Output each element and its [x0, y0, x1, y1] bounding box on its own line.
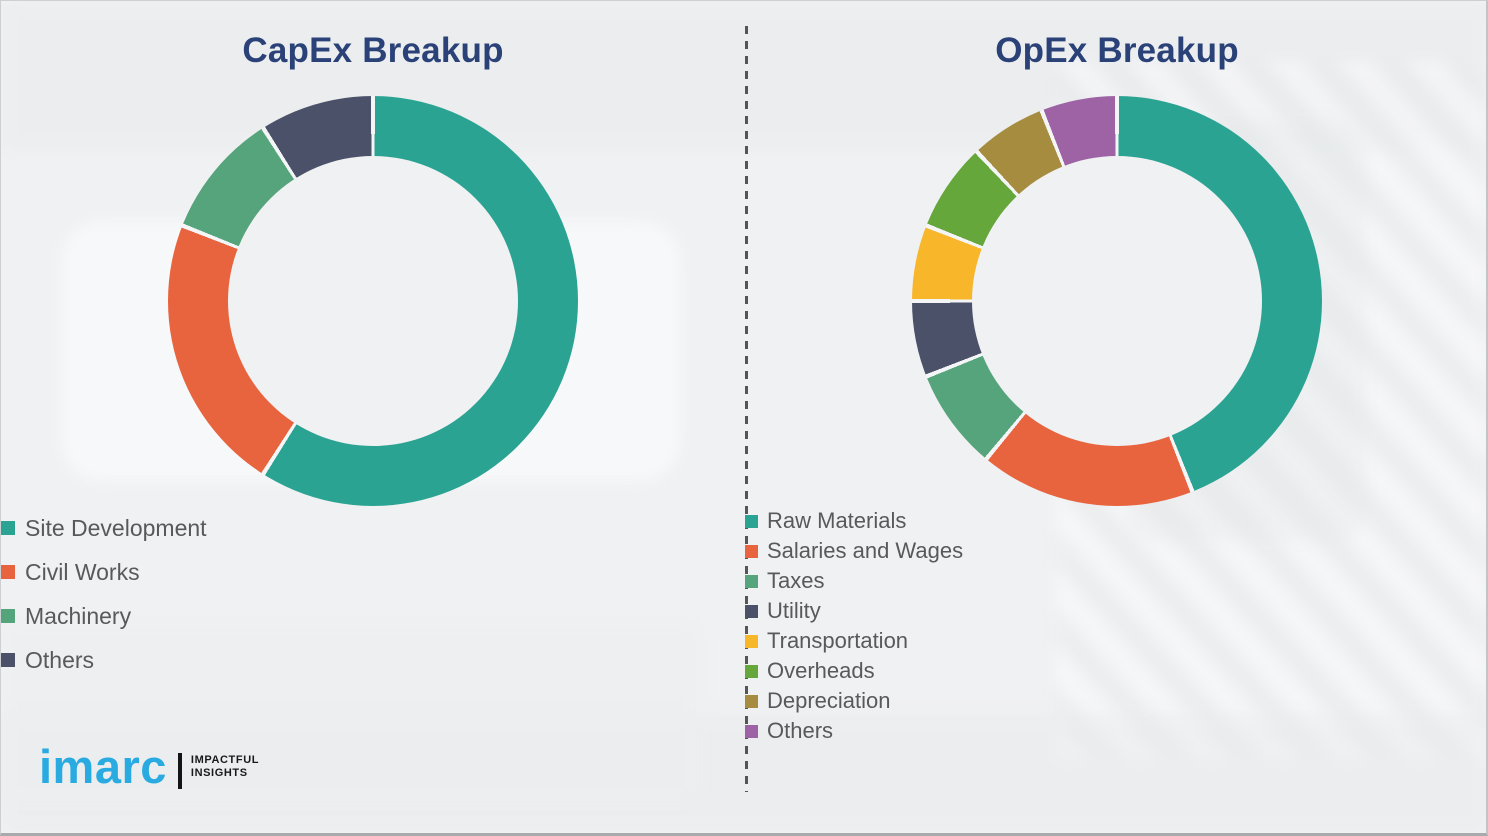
legend-swatch: [745, 574, 758, 588]
legend-item: Machinery: [1, 594, 745, 638]
opex-legend: Raw Materials Salaries and Wages Taxes Util…: [745, 506, 1486, 746]
tagline-line-1: IMPACTFUL: [190, 754, 260, 766]
legend-label: Others: [767, 718, 834, 743]
opex-panel: OpEx Breakup Raw Materials Salaries and W…: [745, 1, 1486, 833]
legend-label: Overheads: [767, 658, 875, 683]
capex-chart-title: CapEx Breakup: [242, 31, 504, 70]
legend-label: Site Development: [25, 514, 207, 541]
legend-swatch: [745, 724, 758, 738]
legend-swatch: [1, 609, 15, 623]
legend-label: Machinery: [25, 602, 132, 629]
imarc-logo: imarc IMPACTFUL INSIGHTS: [39, 739, 259, 795]
legend-item: Raw Materials: [745, 506, 1486, 536]
legend-label: Transportation: [767, 628, 909, 653]
legend-label: Raw Materials: [767, 508, 907, 533]
legend-item: Overheads: [745, 656, 1486, 686]
legend-label: Utility: [767, 598, 821, 623]
capex-legend: Site Development Civil Works Machinery Othe…: [1, 506, 745, 682]
legend-item: Transportation: [745, 626, 1486, 656]
legend-label: Depreciation: [767, 688, 891, 713]
legend-swatch: [745, 514, 758, 528]
imarc-logo-wordmark: imarc: [39, 740, 167, 793]
legend-swatch: [1, 521, 15, 535]
legend-item: Depreciation: [745, 686, 1486, 716]
legend-swatch: [745, 694, 758, 708]
capex-donut-hole: [228, 156, 518, 446]
capex-panel: CapEx Breakup Site Development Civil Work…: [1, 1, 745, 833]
imarc-logo-divider-bar: [177, 753, 182, 789]
legend-swatch: [745, 664, 758, 678]
legend-swatch: [1, 565, 15, 579]
legend-item: Taxes: [745, 566, 1486, 596]
legend-item: Civil Works: [1, 550, 745, 594]
legend-item: Site Development: [1, 506, 745, 550]
imarc-logo-tagline: IMPACTFUL INSIGHTS: [191, 754, 259, 780]
legend-label: Others: [25, 646, 95, 673]
legend-item: Salaries and Wages: [745, 536, 1486, 566]
legend-item: Others: [1, 638, 745, 682]
legend-swatch: [1, 653, 15, 667]
legend-item: Utility: [745, 596, 1486, 626]
divider-dashed-line: [745, 26, 748, 792]
capex-donut-chart: [168, 96, 578, 506]
legend-item: Others: [745, 716, 1486, 746]
opex-chart-title: OpEx Breakup: [995, 31, 1239, 70]
legend-label: Taxes: [767, 568, 825, 593]
legend-label: Salaries and Wages: [767, 538, 964, 563]
legend-label: Civil Works: [25, 558, 140, 585]
legend-swatch: [745, 634, 758, 648]
legend-swatch: [745, 604, 758, 618]
opex-donut-hole: [972, 156, 1262, 446]
opex-donut-chart: [912, 96, 1322, 506]
legend-swatch: [745, 544, 758, 558]
tagline-line-2: INSIGHTS: [190, 767, 248, 779]
